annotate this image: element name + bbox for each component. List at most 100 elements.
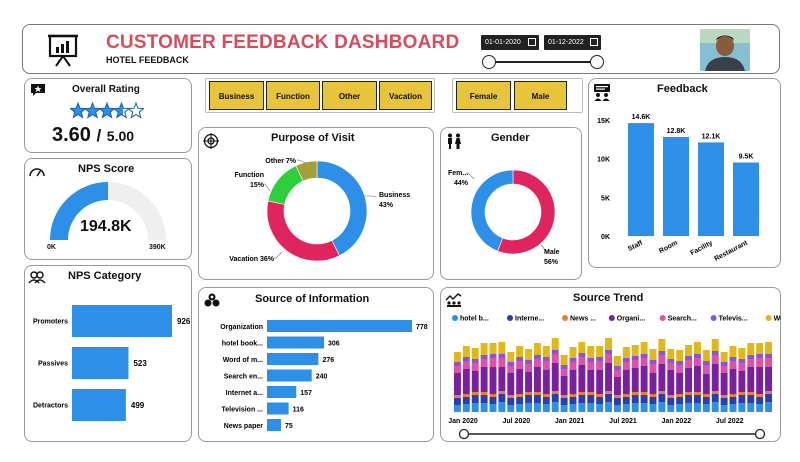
source-info-bar-chart: Organization 778 hotel book... 306 Word of m… [220,320,428,431]
filter-male-button[interactable]: Male [514,81,567,110]
filter-business-button[interactable]: Business [209,81,264,110]
source-info-label: News paper [224,423,264,430]
trend-bar-segment [516,346,524,357]
trend-bar-segment [462,346,470,357]
source-info-value: 116 [293,407,304,414]
trend-bar-segment [507,405,515,412]
trend-bar-segment [587,395,595,403]
trend-legend-dot [452,315,458,321]
end-date-input[interactable]: 01-12-2022 [544,35,601,50]
trend-bar-segment [596,357,604,361]
trend-bar-segment [533,355,541,359]
trend-bar-segment [685,360,693,368]
source-info-bar [267,419,281,431]
trend-bar-segment [516,394,524,397]
feedback-bar [698,142,724,236]
filter-function-button[interactable]: Function [266,81,320,110]
trend-bar-segment [560,369,568,376]
feedback-x-label: Restaurant [713,239,749,263]
trend-legend-dot [765,315,772,321]
trend-bar-segment [533,395,541,403]
trend-bar-segment [622,347,630,358]
trend-bar-segment [676,394,684,397]
trend-bar-segment [498,391,506,394]
trend-bar-segment [480,359,488,367]
trend-bar-segment [498,402,506,412]
trend-bar-segment [765,358,773,367]
source-info-bar [267,386,297,398]
gender-donut-chart: Fem... 44% Male 56% [448,169,560,266]
trend-bar-segment [516,369,524,394]
trend-bar-segment [525,364,533,372]
trend-bar-segment [613,377,621,395]
feedback-bar [663,137,689,236]
trend-bar-segment [702,365,710,374]
trend-bar-segment [658,402,666,412]
purpose-label-business: Business [379,192,410,199]
trend-bar-segment [631,395,639,403]
end-date-value: 01-12-2022 [548,39,584,46]
nps-category-title: NPS Category [68,270,142,282]
date-slider-end-handle[interactable] [590,55,604,69]
user-avatar [700,29,750,71]
trend-bar-segment [738,392,746,395]
trend-bar-segment [676,373,684,394]
trend-bar-segment [542,346,550,357]
feedback-title: Feedback [657,83,708,95]
trend-bar-segment [462,404,470,412]
trend-bar-segment [560,405,568,412]
source-info-title: Source of Information [255,293,370,305]
trend-bar-segment [489,397,497,404]
nps-category-label: Promoters [33,319,68,326]
trend-bar-segment [649,349,657,360]
trend-bar-segment [702,350,710,361]
trend-bar-segment [480,392,488,395]
trend-bar-segment [747,392,755,395]
filter-female-button[interactable]: Female [456,81,511,110]
trend-bar-segment [587,346,595,358]
trend-bar-segment [649,373,657,394]
trend-legend-label: Interne... [515,316,544,323]
nps-max-label: 390K [149,244,166,251]
feedback-bar-chart: 15K 10K 5K 0K 14.6K Staff 12.8K Room 12.1K Facili… [597,114,759,263]
trend-bar-segment [605,402,613,412]
start-date-input[interactable]: 01-01-2020 [481,35,539,50]
trend-bar-segment [453,405,461,412]
trend-slider-end-handle[interactable] [754,428,766,440]
dashboard-title: CUSTOMER FEEDBACK DASHBOARD [106,32,460,53]
trend-bar-segment [685,356,693,360]
trend-bar-segment [667,349,675,359]
people-group-icon [28,271,46,284]
gender-label-male: Male [544,249,560,256]
date-slider-start-handle[interactable] [482,55,496,69]
trend-x-label: Jan 2021 [555,418,585,425]
trend-bar-segment [569,358,577,362]
trend-legend-label: News ... [570,316,596,323]
trend-bar-segment [649,397,657,404]
trend-bar-segment [720,373,728,395]
trend-legend-dot [608,315,615,321]
filter-other-button[interactable]: Other [322,81,377,110]
trend-bar-segment [587,370,595,392]
trend-bar-segment [640,342,648,354]
trend-bar-segment [613,395,621,398]
trend-bar-segment [676,397,684,404]
trend-bar-segment [453,352,461,362]
trend-bar-segment [738,359,746,363]
trend-bar-segment [542,397,550,404]
trend-bar-segment [525,403,533,412]
trend-bar-segment [631,403,639,412]
filter-vacation-button[interactable]: Vacation [379,81,432,110]
trend-bar-segment [622,370,630,394]
trend-bar-segment [720,398,728,405]
trend-bar-segment [480,355,488,359]
trend-bar-segment [489,358,497,367]
trend-bar-segment [711,351,719,355]
date-slider-track[interactable] [490,61,598,63]
trend-bar-segment [596,404,604,412]
trend-slider-start-handle[interactable] [458,428,470,440]
trend-bar-segment [560,355,568,365]
trend-bar-segment [551,402,559,412]
trend-legend-label: Organi... [617,316,645,323]
trend-bar-segment [471,363,479,371]
